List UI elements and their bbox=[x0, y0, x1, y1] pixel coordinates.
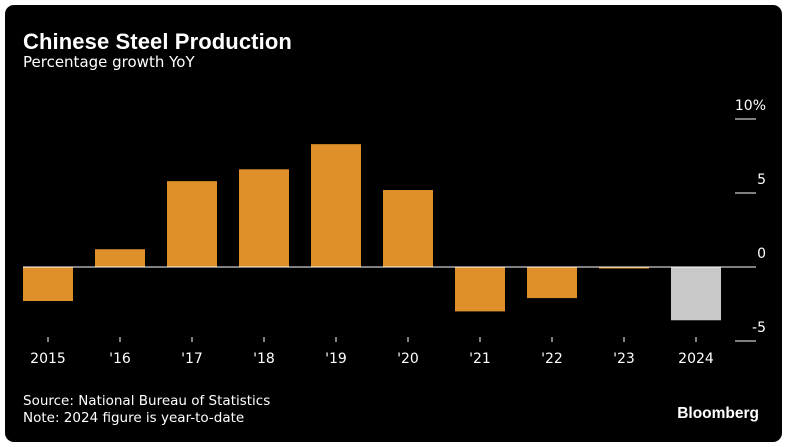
bars-group bbox=[23, 144, 721, 321]
bar-1 bbox=[95, 249, 145, 267]
y-tick-label-1: 5 bbox=[757, 172, 766, 188]
bar-6 bbox=[455, 267, 505, 312]
x-tick-label-6: '21 bbox=[469, 351, 491, 367]
bar-8 bbox=[599, 267, 649, 269]
x-tick-label-7: '22 bbox=[541, 351, 563, 367]
chart-subtitle: Percentage growth YoY bbox=[23, 53, 195, 71]
ytd-note: Note: 2024 figure is year-to-date bbox=[23, 410, 245, 426]
x-tick-label-8: '23 bbox=[613, 351, 635, 367]
bar-2 bbox=[167, 181, 217, 267]
bar-5 bbox=[383, 190, 433, 267]
x-axis: 2015 '16 '17 '18 '19 '20 '21 '22 '23 2024 bbox=[30, 337, 714, 367]
bar-chart: 10% 5 0 -5 2015 '16 '17 '18 '19 '20 '21 '22 '23 2024 bbox=[23, 98, 766, 367]
x-tick-label-2: '17 bbox=[181, 351, 203, 367]
x-tick-label-4: '19 bbox=[325, 351, 347, 367]
bar-4 bbox=[311, 144, 361, 267]
x-tick-label-9: 2024 bbox=[678, 351, 714, 367]
bar-0 bbox=[23, 267, 73, 302]
chart-title: Chinese Steel Production bbox=[23, 29, 292, 54]
y-tick-label-2: 0 bbox=[757, 246, 766, 262]
bar-3 bbox=[239, 169, 289, 267]
x-tick-label-3: '18 bbox=[253, 351, 275, 367]
bar-9 bbox=[671, 267, 721, 321]
x-tick-label-0: 2015 bbox=[30, 351, 66, 367]
chart-card: Chinese Steel Production Percentage grow… bbox=[5, 5, 782, 442]
y-axis: 10% 5 0 -5 bbox=[23, 98, 766, 342]
chart-footer: Source: National Bureau of Statistics No… bbox=[23, 393, 270, 427]
source-note: Source: National Bureau of Statistics bbox=[23, 393, 271, 409]
x-tick-label-5: '20 bbox=[397, 351, 419, 367]
x-tick-label-1: '16 bbox=[109, 351, 131, 367]
bloomberg-logo: Bloomberg bbox=[677, 405, 759, 422]
y-tick-label-0: 10% bbox=[735, 98, 766, 114]
bar-7 bbox=[527, 267, 577, 299]
y-tick-label-3: -5 bbox=[752, 320, 766, 336]
